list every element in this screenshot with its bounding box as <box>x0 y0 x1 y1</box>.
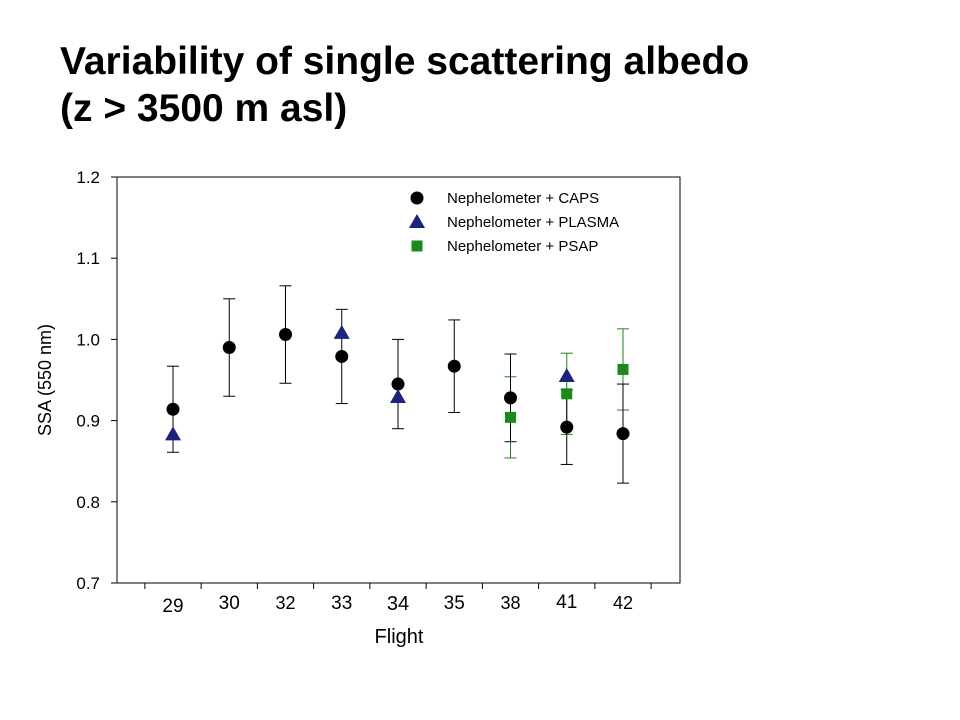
x-tick-label: 38 <box>500 593 520 613</box>
x-axis-title: Flight <box>375 626 424 648</box>
caps-point <box>391 377 405 391</box>
plasma-point <box>165 426 181 441</box>
legend-label-psap: Nephelometer + PSAP <box>447 238 598 255</box>
legend-marker-plasma <box>409 214 425 228</box>
caps-point <box>222 341 236 355</box>
data-markers <box>165 324 630 441</box>
psap-point <box>561 388 573 400</box>
caps-point <box>616 427 630 441</box>
caps-point <box>335 349 349 363</box>
x-tick-label: 32 <box>275 593 295 613</box>
legend-label-plasma: Nephelometer + PLASMA <box>447 214 619 231</box>
axes: 0.7 0.8 0.9 1.0 1.1 1.2 29 30 32 33 34 35 38 41 42 Flig… <box>35 168 681 648</box>
x-tick-label: 33 <box>331 593 352 614</box>
psap-point <box>617 363 629 375</box>
legend-marker-psap <box>411 240 423 252</box>
y-tick-label: 0.9 <box>76 412 100 431</box>
legend: Nephelometer + CAPS Nephelometer + PLASMA… <box>409 190 619 255</box>
x-tick-label: 42 <box>613 593 633 613</box>
legend-marker-caps <box>410 191 424 205</box>
y-tick-label: 1.2 <box>76 168 100 187</box>
psap-point <box>505 411 516 423</box>
x-tick-label: 35 <box>444 593 465 614</box>
caps-point <box>447 359 461 373</box>
x-tick-label: 41 <box>556 592 577 613</box>
y-tick-label: 1.0 <box>76 330 100 349</box>
y-tick-label: 0.7 <box>76 574 100 593</box>
x-tick-label: 29 <box>162 596 183 617</box>
x-tick-label: 30 <box>219 593 240 614</box>
slide-title-line-1: Variability of single scattering albedo <box>60 40 750 83</box>
x-tick-label: 34 <box>387 593 409 615</box>
plasma-point <box>390 389 406 404</box>
plasma-point <box>333 324 350 339</box>
caps-point <box>504 391 517 405</box>
slide-title: Variability of single scattering albedo … <box>60 38 749 132</box>
slide-title-line-2: (z > 3500 m asl) <box>60 87 348 130</box>
legend-label-caps: Nephelometer + CAPS <box>447 190 599 207</box>
plasma-point <box>558 367 575 382</box>
y-tick-label: 1.1 <box>76 249 100 268</box>
caps-point <box>560 420 574 434</box>
caps-point <box>166 402 180 416</box>
caps-point <box>279 328 292 342</box>
y-axis-title: SSA (550 nm) <box>35 324 55 436</box>
plot-frame <box>116 176 681 584</box>
y-tick-label: 0.8 <box>76 493 100 512</box>
